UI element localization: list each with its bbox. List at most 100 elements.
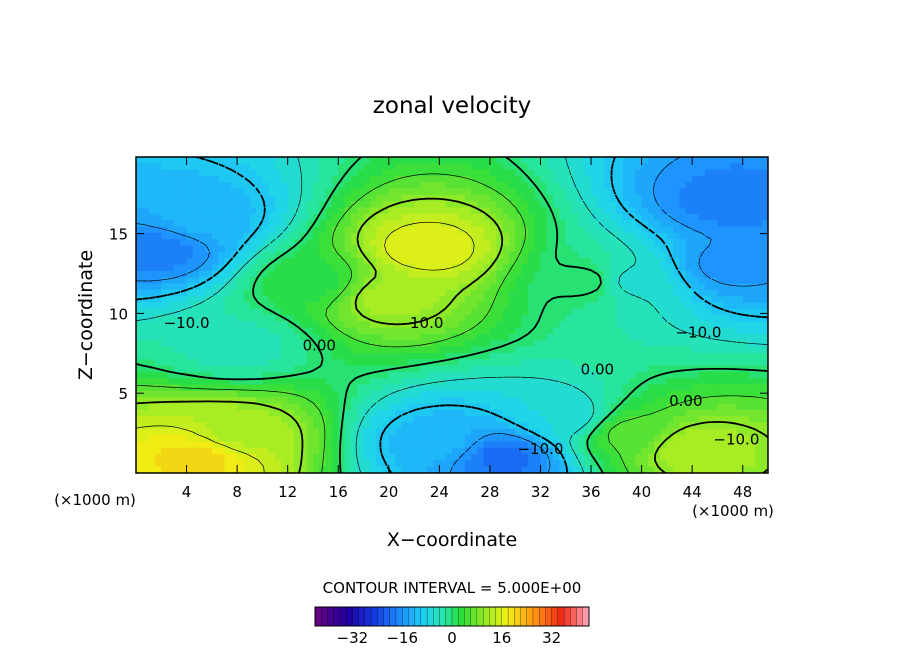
field-cell	[401, 466, 409, 473]
field-cell	[407, 213, 415, 221]
field-cell	[319, 308, 327, 316]
field-cell	[331, 441, 339, 449]
field-cell	[452, 220, 459, 228]
field-cell	[616, 157, 624, 164]
field-cell	[369, 207, 377, 215]
field-cell	[572, 403, 579, 411]
field-cell	[401, 245, 409, 253]
field-cell	[578, 296, 586, 303]
field-cell	[730, 409, 737, 417]
field-cell	[477, 346, 485, 354]
field-cell	[350, 157, 358, 164]
field-cell	[572, 239, 579, 247]
field-cell	[186, 213, 194, 221]
field-cell	[433, 454, 440, 461]
field-cell	[439, 232, 447, 240]
field-cell	[723, 289, 731, 297]
field-cell	[211, 188, 219, 196]
field-cell	[559, 333, 567, 341]
field-cell	[401, 251, 409, 259]
field-cell	[262, 403, 270, 411]
field-cell	[439, 169, 447, 177]
field-cell	[553, 296, 561, 303]
field-cell	[755, 371, 763, 379]
field-cell	[224, 296, 232, 303]
field-cell	[660, 289, 668, 297]
field-cell	[717, 169, 725, 177]
field-cell	[496, 207, 504, 215]
field-cell	[654, 245, 662, 253]
field-cell	[622, 428, 630, 436]
field-cell	[755, 390, 763, 398]
field-cell	[527, 258, 535, 266]
field-cell	[723, 251, 731, 259]
field-cell	[199, 277, 207, 284]
field-cell	[350, 213, 358, 221]
field-cell	[167, 321, 175, 329]
heatmap-field	[136, 157, 768, 473]
field-cell	[477, 213, 485, 221]
field-cell	[483, 283, 491, 291]
field-cell	[666, 352, 674, 360]
field-cell	[470, 365, 478, 373]
field-cell	[736, 346, 744, 354]
field-cell	[275, 264, 282, 272]
field-cell	[287, 333, 295, 341]
field-cell	[452, 447, 459, 455]
field-cell	[218, 378, 226, 386]
field-cell	[192, 308, 200, 316]
field-cell	[344, 220, 352, 228]
field-cell	[287, 321, 295, 329]
field-cell	[312, 409, 320, 417]
field-cell	[382, 245, 390, 253]
field-cell	[591, 194, 598, 202]
field-cell	[553, 175, 561, 183]
field-cell	[616, 327, 624, 335]
field-cell	[704, 371, 712, 379]
field-cell	[363, 308, 371, 316]
field-cell	[692, 201, 700, 209]
field-cell	[666, 157, 674, 164]
field-cell	[243, 397, 251, 405]
field-cell	[294, 175, 301, 183]
field-cell	[755, 441, 763, 449]
field-cell	[502, 365, 510, 373]
field-cell	[401, 157, 409, 164]
field-cell	[742, 232, 750, 240]
field-cell	[679, 302, 687, 310]
field-cell	[167, 460, 175, 468]
field-cell	[401, 201, 409, 209]
field-cell	[641, 239, 649, 247]
field-cell	[641, 441, 649, 449]
field-cell	[628, 302, 636, 310]
field-cell	[749, 359, 756, 367]
field-cell	[610, 416, 617, 424]
field-cell	[161, 447, 169, 455]
field-cell	[641, 277, 649, 284]
field-cell	[256, 435, 263, 442]
field-cell	[369, 397, 377, 405]
field-cell	[477, 169, 485, 177]
field-cell	[211, 365, 219, 373]
field-cell	[723, 194, 731, 202]
field-cell	[723, 175, 731, 183]
field-cell	[275, 397, 282, 405]
field-cell	[350, 435, 358, 442]
field-cell	[350, 409, 358, 417]
field-cell	[230, 340, 238, 348]
field-cell	[591, 169, 598, 177]
field-cell	[628, 289, 636, 297]
field-cell	[407, 277, 415, 284]
field-cell	[294, 378, 301, 386]
field-cell	[660, 333, 668, 341]
field-cell	[173, 182, 181, 190]
field-cell	[268, 251, 276, 259]
field-cell	[483, 232, 491, 240]
field-cell	[496, 359, 504, 367]
field-cell	[572, 346, 579, 354]
field-cell	[388, 277, 396, 284]
field-cell	[414, 466, 421, 473]
field-cell	[610, 270, 617, 278]
field-cell	[755, 194, 763, 202]
field-cell	[527, 365, 535, 373]
